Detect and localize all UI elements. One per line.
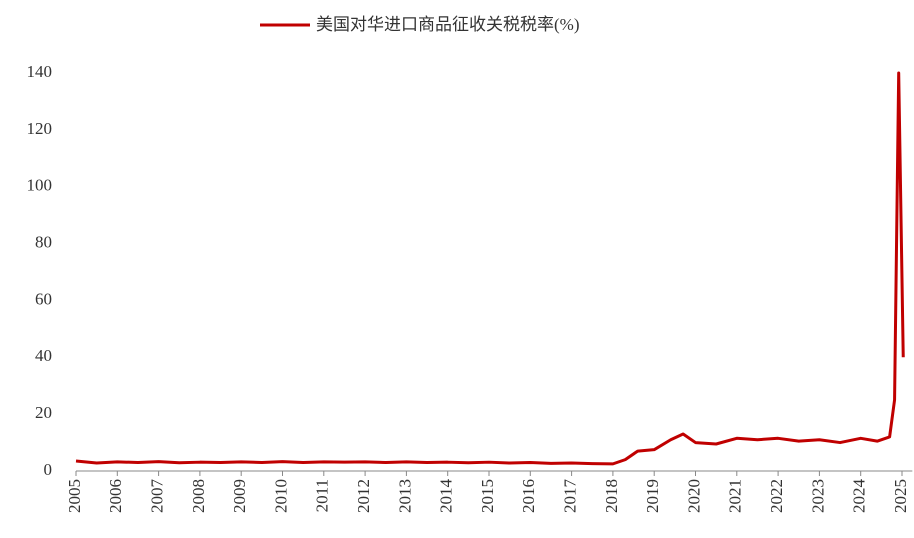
y-tick-label: 40 <box>35 346 52 365</box>
y-tick-label: 0 <box>44 460 53 479</box>
x-tick-label: 2010 <box>271 479 290 513</box>
x-tick-label: 2005 <box>65 479 84 513</box>
x-tick-label: 2012 <box>354 479 373 513</box>
x-tick-label: 2018 <box>602 479 621 513</box>
x-tick-label: 2011 <box>313 479 332 512</box>
x-tick-label: 2020 <box>684 479 703 513</box>
y-tick-label: 80 <box>35 232 52 251</box>
x-tick-label: 2015 <box>478 479 497 513</box>
y-tick-label: 140 <box>27 62 53 81</box>
y-tick-label: 60 <box>35 289 52 308</box>
x-tick-label: 2024 <box>850 479 869 514</box>
x-tick-label: 2017 <box>561 479 580 514</box>
y-tick-label: 20 <box>35 403 52 422</box>
x-tick-label: 2023 <box>808 479 827 513</box>
x-tick-label: 2009 <box>230 479 249 513</box>
x-tick-label: 2008 <box>189 479 208 513</box>
x-tick-label: 2021 <box>726 479 745 513</box>
x-tick-label: 2013 <box>395 479 414 513</box>
y-tick-label: 100 <box>27 176 53 195</box>
data-line <box>75 71 905 466</box>
x-tick-label: 2014 <box>437 479 456 514</box>
x-tick-label: 2016 <box>519 479 538 513</box>
x-tick-label: 2007 <box>148 479 167 514</box>
x-tick-label: 2019 <box>643 479 662 513</box>
x-tick-label: 2006 <box>106 479 125 513</box>
x-tick-label: 2025 <box>891 479 910 513</box>
y-tick-label: 120 <box>27 119 53 138</box>
x-tick-label: 2022 <box>767 479 786 513</box>
legend-label: 美国对华进口商品征收关税税率(%) <box>316 15 579 34</box>
